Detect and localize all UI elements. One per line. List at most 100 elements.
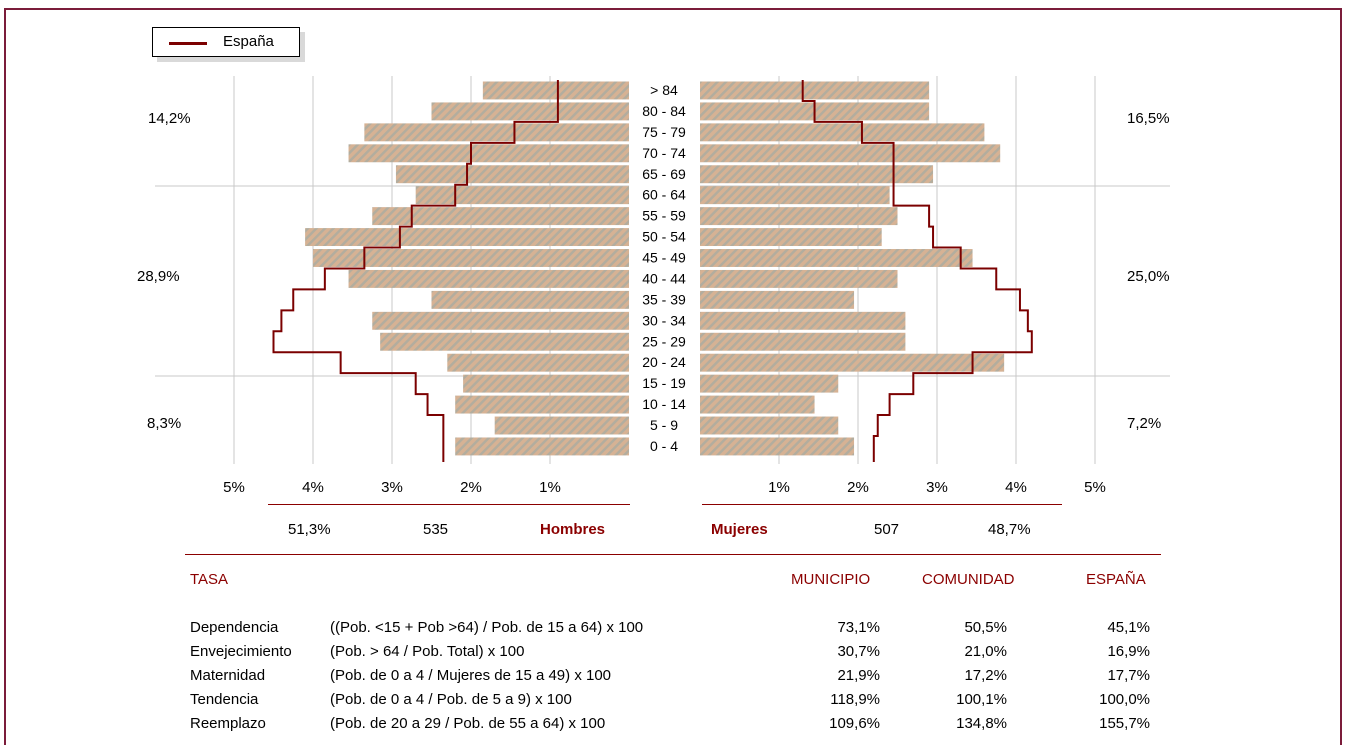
bar-mujeres-0-4: [700, 437, 855, 456]
cell-formula: ((Pob. <15 + Pob >64) / Pob. de 15 a 64)…: [330, 619, 644, 636]
bar-hombres-50-54: [305, 228, 629, 247]
bar-hombres-65-69: [395, 165, 629, 184]
x-tick-label-right: 5%: [1084, 479, 1106, 496]
age-group-label: 25 - 29: [642, 333, 686, 349]
bar-hombres--84: [482, 81, 629, 100]
age-group-label: 20 - 24: [642, 354, 686, 370]
cell-municipio: 30,7%: [837, 643, 880, 660]
age-group-label: 65 - 69: [642, 166, 686, 182]
bar-hombres-70-74: [348, 144, 629, 163]
age-group-label: 70 - 74: [642, 145, 686, 161]
col-header-comunidad: COMUNIDAD: [922, 571, 1015, 588]
col-header-municipio: MUNICIPIO: [791, 571, 871, 588]
cell-comunidad: 17,2%: [964, 667, 1007, 684]
bar-mujeres-35-39: [700, 290, 855, 309]
age-group-label: 40 - 44: [642, 270, 686, 286]
cell-espana: 45,1%: [1107, 619, 1150, 636]
bar-hombres-5-9: [494, 416, 629, 435]
bar-mujeres-55-59: [700, 207, 898, 226]
x-tick-label-right: 1%: [768, 479, 790, 496]
bar-hombres-25-29: [380, 332, 629, 351]
cell-espana: 100,0%: [1099, 691, 1150, 708]
legend-line-swatch: [169, 42, 207, 45]
group-pct-right-adult: 25,0%: [1127, 268, 1170, 285]
cell-name: Maternidad: [190, 667, 266, 684]
cell-espana: 16,9%: [1107, 643, 1150, 660]
bar-hombres-75-79: [364, 123, 629, 142]
bar-mujeres-25-29: [700, 332, 906, 351]
hombres-underline: [268, 504, 630, 505]
cell-espana: 155,7%: [1099, 715, 1150, 732]
bar-mujeres-65-69: [700, 165, 934, 184]
cell-comunidad: 21,0%: [964, 643, 1007, 660]
cell-municipio: 109,6%: [829, 715, 880, 732]
x-tick-label-left: 2%: [460, 479, 482, 496]
bar-mujeres-40-44: [700, 269, 898, 288]
cell-formula: (Pob. de 20 a 29 / Pob. de 55 a 64) x 10…: [330, 715, 606, 732]
bar-mujeres-60-64: [700, 186, 890, 205]
bar-hombres-45-49: [313, 249, 629, 267]
cell-comunidad: 50,5%: [964, 619, 1007, 636]
x-tick-label-right: 4%: [1005, 479, 1027, 496]
age-group-label: 35 - 39: [642, 291, 686, 307]
group-pct-left-adult: 28,9%: [137, 268, 180, 285]
bar-mujeres--84: [700, 81, 930, 100]
mujeres-underline: [702, 504, 1062, 505]
col-header-tasa: TASA: [190, 571, 229, 588]
x-tick-label-left: 5%: [223, 479, 245, 496]
hombres-label: Hombres: [540, 521, 606, 538]
age-group-label: > 84: [650, 82, 678, 98]
bar-mujeres-45-49: [700, 249, 973, 267]
group-pct-right-young: 7,2%: [1127, 415, 1162, 432]
age-group-label: 50 - 54: [642, 229, 686, 245]
espana-line-hombres: [272, 80, 559, 462]
cell-municipio: 73,1%: [837, 619, 880, 636]
x-tick-label-left: 1%: [539, 479, 561, 496]
group-pct-left-young: 8,3%: [147, 415, 182, 432]
cell-name: Reemplazo: [190, 715, 266, 732]
bar-mujeres-30-34: [700, 311, 906, 330]
x-tick-label-left: 4%: [302, 479, 324, 496]
table-separator: [185, 554, 1161, 555]
hombres-pct: 51,3%: [288, 521, 331, 538]
age-group-label: 5 - 9: [650, 417, 678, 433]
cell-name: Envejecimiento: [190, 643, 292, 660]
bar-hombres-55-59: [372, 207, 629, 226]
bar-hombres-35-39: [431, 290, 629, 309]
age-group-label: 55 - 59: [642, 208, 686, 224]
bar-mujeres-5-9: [700, 416, 839, 435]
mujeres-label: Mujeres: [711, 521, 768, 538]
age-group-label: 75 - 79: [642, 124, 686, 140]
bar-hombres-20-24: [447, 353, 629, 372]
x-tick-label-right: 2%: [847, 479, 869, 496]
cell-formula: (Pob. > 64 / Pob. Total) x 100: [330, 643, 525, 660]
age-group-label: 60 - 64: [642, 187, 686, 203]
x-tick-label-left: 3%: [381, 479, 403, 496]
bar-mujeres-20-24: [700, 353, 1005, 372]
population-pyramid-chart: 0 - 4 5 - 9 10 - 14 15 - 19 20 - 24 25 - 29 30…: [155, 76, 1170, 496]
bar-mujeres-50-54: [700, 228, 882, 247]
bar-mujeres-70-74: [700, 144, 1001, 163]
espana-line-mujeres: [801, 80, 1033, 462]
legend-label: España: [223, 33, 274, 50]
age-group-label: 15 - 19: [642, 375, 686, 391]
bar-mujeres-15-19: [700, 374, 839, 393]
age-group-label: 0 - 4: [650, 438, 678, 454]
bar-hombres-60-64: [415, 186, 629, 205]
mujeres-count: 507: [874, 521, 900, 538]
cell-formula: (Pob. de 0 a 4 / Pob. de 5 a 9) x 100: [330, 691, 572, 708]
cell-municipio: 118,9%: [830, 691, 880, 708]
bar-mujeres-10-14: [700, 395, 815, 414]
cell-comunidad: 100,1%: [956, 691, 1007, 708]
mujeres-pct: 48,7%: [988, 521, 1031, 538]
cell-municipio: 21,9%: [837, 667, 880, 684]
group-pct-right-old: 16,5%: [1127, 110, 1170, 127]
age-group-label: 30 - 34: [642, 312, 686, 328]
bar-hombres-0-4: [455, 437, 629, 456]
bar-hombres-15-19: [463, 374, 629, 393]
age-group-label: 10 - 14: [642, 396, 686, 412]
cell-comunidad: 134,8%: [956, 715, 1007, 732]
age-group-label: 80 - 84: [642, 103, 686, 119]
legend: España: [152, 27, 300, 57]
bar-mujeres-75-79: [700, 123, 985, 142]
